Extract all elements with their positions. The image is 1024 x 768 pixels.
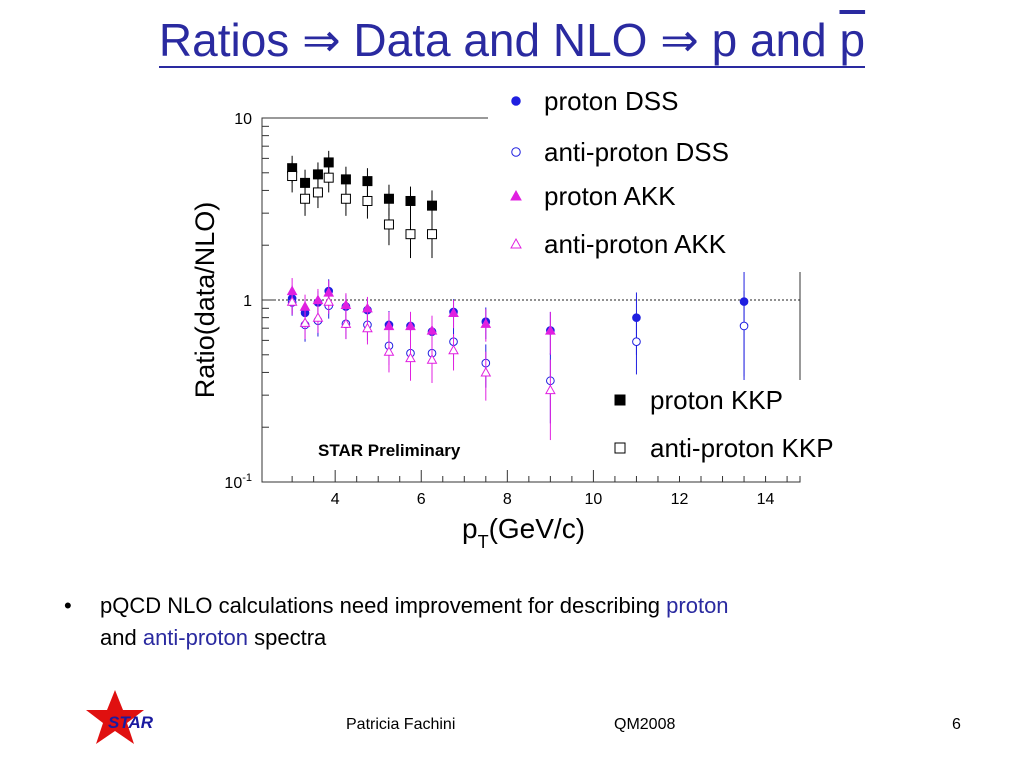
y-axis-label: Ratio(data/NLO) — [190, 202, 220, 399]
data-point-anti-proton-kkp — [383, 219, 394, 230]
slide-title: Ratios ⇒ Data and NLO ⇒ p and p — [0, 8, 1024, 72]
legend-label: proton KKP — [650, 385, 783, 415]
x-tick-label: 8 — [503, 491, 512, 508]
data-point-proton-kkp — [312, 169, 323, 180]
data-point-anti-proton-akk — [340, 318, 352, 328]
data-point-proton-akk — [340, 299, 352, 309]
x-axis-label-units: (GeV/c) — [489, 513, 585, 544]
data-point-anti-proton-akk — [480, 366, 492, 377]
bullet-symbol: • — [64, 593, 72, 618]
data-point-anti-proton-kkp — [340, 193, 351, 204]
bullet-text-3: spectra — [248, 625, 327, 650]
data-point-anti-proton-kkp — [287, 171, 298, 182]
legend-marker-anti-proton-akk — [510, 237, 522, 249]
footer-conference: QM2008 — [614, 716, 676, 733]
x-axis-label-subscript: T — [478, 532, 489, 552]
data-point-proton-kkp — [383, 193, 394, 204]
bullet-highlight-antiproton: anti-proton — [142, 625, 249, 650]
legend-label: proton AKK — [544, 181, 676, 211]
star-logo-icon — [86, 690, 144, 744]
legend-marker-anti-proton-dss — [511, 147, 521, 157]
title-underline: Ratios ⇒ Data and NLO ⇒ p and p — [158, 14, 866, 68]
y-tick-label-exponent: -1 — [242, 472, 252, 484]
bullet-text-2: and — [100, 625, 143, 650]
data-point-anti-proton-kkp — [362, 195, 373, 206]
data-point-proton-akk — [448, 307, 459, 317]
data-point-anti-proton-akk — [405, 352, 416, 363]
annotation-star-preliminary: STAR Preliminary — [318, 441, 461, 460]
data-point-anti-proton-akk — [323, 296, 335, 306]
data-point-anti-proton-kkp — [300, 193, 311, 204]
data-point-anti-proton-kkp — [323, 172, 334, 183]
arrow-2: ⇒ — [660, 14, 699, 66]
data-point-anti-proton-akk — [448, 344, 459, 355]
title-pbar: p — [839, 14, 866, 66]
data-point-proton-akk — [405, 320, 416, 331]
legend-label: anti-proton AKK — [544, 229, 727, 259]
legend-label: proton DSS — [544, 86, 678, 116]
star-logo: STAR — [86, 690, 154, 744]
data-point-proton-akk — [480, 318, 492, 328]
x-tick-label: 6 — [417, 491, 426, 508]
y-tick-label: 10-1 — [224, 472, 252, 492]
y-tick-label: 10 — [234, 111, 252, 128]
legend-marker-anti-proton-kkp — [614, 442, 626, 454]
x-tick-label: 10 — [585, 491, 603, 508]
data-point-anti-proton-dss — [739, 321, 749, 331]
data-point-anti-proton-dss — [632, 337, 641, 347]
legend-marker-proton-akk — [510, 189, 522, 201]
data-point-proton-kkp — [362, 176, 373, 187]
data-point-anti-proton-akk — [362, 322, 373, 333]
x-tick-label: 4 — [331, 491, 340, 508]
data-point-anti-proton-kkp — [312, 187, 323, 198]
arrow-1: ⇒ — [302, 14, 341, 66]
data-point-proton-akk — [362, 302, 373, 313]
data-point-proton-kkp — [405, 195, 416, 206]
data-point-proton-akk — [383, 320, 395, 331]
title-part-ratios: Ratios — [158, 14, 303, 66]
bullet-text: pQCD NLO calculations need improvement f… — [100, 590, 960, 654]
footer-author: Patricia Fachini — [346, 716, 456, 733]
data-point-anti-proton-kkp — [427, 229, 438, 240]
data-point-proton-akk — [312, 294, 324, 305]
legend-label: anti-proton KKP — [650, 433, 834, 463]
ratio-chart: 10 1 10-1 4 6 8 10 12 14 Ratio(data/NLO) pT(GeV/c)… — [190, 82, 890, 552]
data-point-anti-proton-akk — [545, 384, 556, 395]
data-point-anti-proton-akk — [299, 317, 311, 327]
legend-marker-proton-kkp — [614, 394, 626, 406]
data-point-proton-akk — [299, 301, 311, 311]
y-tick-label: 1 — [243, 293, 252, 310]
data-point-proton-kkp — [340, 174, 351, 185]
title-part-data-nlo: Data and NLO — [340, 14, 661, 66]
data-point-anti-proton-akk — [383, 346, 395, 356]
bullet-highlight-proton: proton — [666, 593, 729, 618]
data-point-anti-proton-akk — [312, 312, 324, 322]
bullet-text-1: pQCD NLO calculations need improvement f… — [100, 593, 667, 618]
data-point-proton-kkp — [427, 200, 438, 211]
legend-bottom-box — [598, 380, 890, 476]
data-point-proton-akk — [426, 324, 438, 335]
data-point-proton-akk — [545, 324, 556, 335]
x-axis-label: pT(GeV/c) — [462, 513, 585, 552]
legend-top-box — [488, 82, 806, 272]
star-logo-text: STAR — [108, 713, 154, 732]
legend-marker-proton-dss — [511, 96, 521, 106]
x-tick-label: 12 — [671, 491, 689, 508]
footer-page-number: 6 — [952, 716, 961, 733]
data-point-anti-proton-akk — [286, 296, 298, 306]
data-point-anti-proton-akk — [426, 354, 438, 364]
title-part-p-and: p and — [698, 14, 840, 66]
x-tick-label: 14 — [757, 491, 775, 508]
legend-label: anti-proton DSS — [544, 137, 729, 167]
data-point-anti-proton-kkp — [405, 229, 416, 240]
